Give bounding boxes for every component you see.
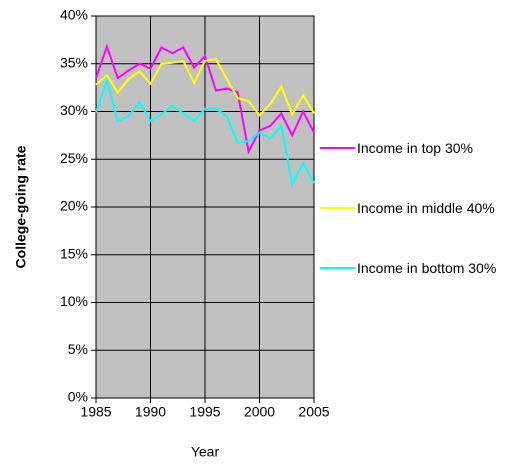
series-line	[95, 77, 315, 188]
x-tick-label: 2000	[244, 404, 275, 420]
y-tick-label: 5%	[68, 341, 88, 357]
y-axis-label: College-going rate	[13, 145, 29, 268]
series-line	[95, 57, 315, 117]
x-tick-label: 1985	[80, 404, 111, 420]
y-tick-label: 20%	[60, 198, 88, 214]
x-tick-label: 1995	[189, 404, 220, 420]
x-tick-label: 1990	[135, 404, 166, 420]
y-tick-label: 15%	[60, 245, 88, 261]
legend-label: Income in middle 40%	[357, 200, 495, 216]
y-tick-label: 35%	[60, 54, 88, 70]
series-line	[95, 43, 315, 155]
legend-label: Income in bottom 30%	[357, 260, 497, 276]
legend-label: Income in top 30%	[357, 140, 473, 156]
x-tick-label: 2005	[298, 404, 329, 420]
y-tick-label: 40%	[60, 7, 88, 23]
y-tick-label: 25%	[60, 150, 88, 166]
y-tick-label: 10%	[60, 293, 88, 309]
y-tick-label: 0%	[68, 389, 88, 405]
y-tick-label: 30%	[60, 102, 88, 118]
x-axis-label: Year	[191, 444, 220, 460]
